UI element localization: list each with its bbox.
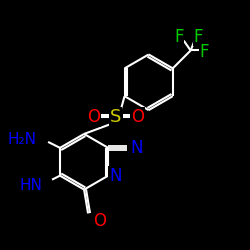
Text: F: F [194,28,203,46]
Text: F: F [200,44,209,62]
Text: H₂N: H₂N [7,132,36,148]
Text: O: O [94,212,106,230]
Text: O: O [131,108,144,126]
Text: HN: HN [19,178,42,193]
Text: S: S [110,108,122,126]
Text: O: O [88,108,101,126]
Text: F: F [174,28,184,46]
Text: N: N [131,139,143,157]
Text: N: N [109,167,122,185]
